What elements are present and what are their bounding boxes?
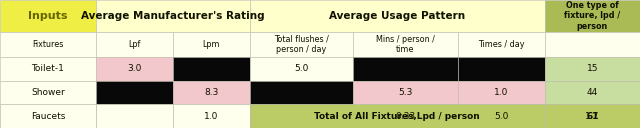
Bar	[545, 0, 640, 32]
Bar	[545, 81, 640, 104]
Text: Shower: Shower	[31, 88, 65, 97]
Bar	[96, 57, 173, 81]
Bar	[173, 81, 250, 104]
Text: Faucets: Faucets	[31, 112, 65, 121]
Text: 3.0: 3.0	[127, 64, 141, 73]
Text: Fixtures: Fixtures	[32, 40, 64, 49]
Bar	[353, 32, 458, 57]
Text: 1.0: 1.0	[494, 88, 509, 97]
Bar	[0, 104, 96, 128]
Text: 8.3: 8.3	[204, 88, 218, 97]
Bar	[0, 32, 96, 57]
Text: 5.3: 5.3	[398, 88, 413, 97]
Text: Average Usage Pattern: Average Usage Pattern	[329, 11, 465, 21]
Bar	[250, 57, 353, 81]
Text: Average Manufacturer's Rating: Average Manufacturer's Rating	[81, 11, 264, 21]
Bar	[96, 104, 173, 128]
Text: Total of All Fixtures,Lpd / person: Total of All Fixtures,Lpd / person	[314, 112, 480, 121]
Bar	[545, 104, 640, 128]
Text: 5.0: 5.0	[294, 64, 308, 73]
Bar	[545, 32, 640, 57]
Bar	[0, 81, 96, 104]
Text: Toilet-1: Toilet-1	[31, 64, 65, 73]
Bar	[250, 104, 545, 128]
Text: One type of
fixture, lpd /
person: One type of fixture, lpd / person	[564, 1, 620, 31]
Text: Lpm: Lpm	[202, 40, 220, 49]
Bar	[353, 104, 458, 128]
Text: 0.33: 0.33	[396, 112, 415, 121]
Bar	[96, 32, 173, 57]
Bar	[96, 81, 173, 104]
Text: Times / day: Times / day	[478, 40, 525, 49]
Text: 15: 15	[587, 64, 598, 73]
Bar	[250, 104, 353, 128]
Bar	[458, 81, 545, 104]
Text: Total flushes /
person / day: Total flushes / person / day	[274, 35, 328, 54]
Bar	[250, 32, 353, 57]
Text: 44: 44	[587, 88, 598, 97]
Bar	[250, 0, 545, 32]
Bar	[458, 57, 545, 81]
Text: Inputs: Inputs	[28, 11, 68, 21]
Bar	[250, 81, 353, 104]
Bar	[0, 104, 96, 128]
Text: 61: 61	[586, 112, 598, 121]
Text: 5.0: 5.0	[494, 112, 509, 121]
Bar	[96, 0, 250, 32]
Bar	[545, 57, 640, 81]
Bar	[173, 104, 250, 128]
Text: Mins / person /
time: Mins / person / time	[376, 35, 435, 54]
Bar	[0, 57, 96, 81]
Bar	[173, 57, 250, 81]
Bar	[173, 104, 250, 128]
Bar	[0, 0, 96, 32]
Bar	[353, 57, 458, 81]
Text: 1.0: 1.0	[204, 112, 218, 121]
Bar	[353, 81, 458, 104]
Bar	[545, 104, 640, 128]
Bar	[96, 104, 173, 128]
Text: Lpf: Lpf	[128, 40, 141, 49]
Bar	[173, 32, 250, 57]
Bar	[458, 32, 545, 57]
Bar	[458, 104, 545, 128]
Text: 1.7: 1.7	[585, 112, 600, 121]
